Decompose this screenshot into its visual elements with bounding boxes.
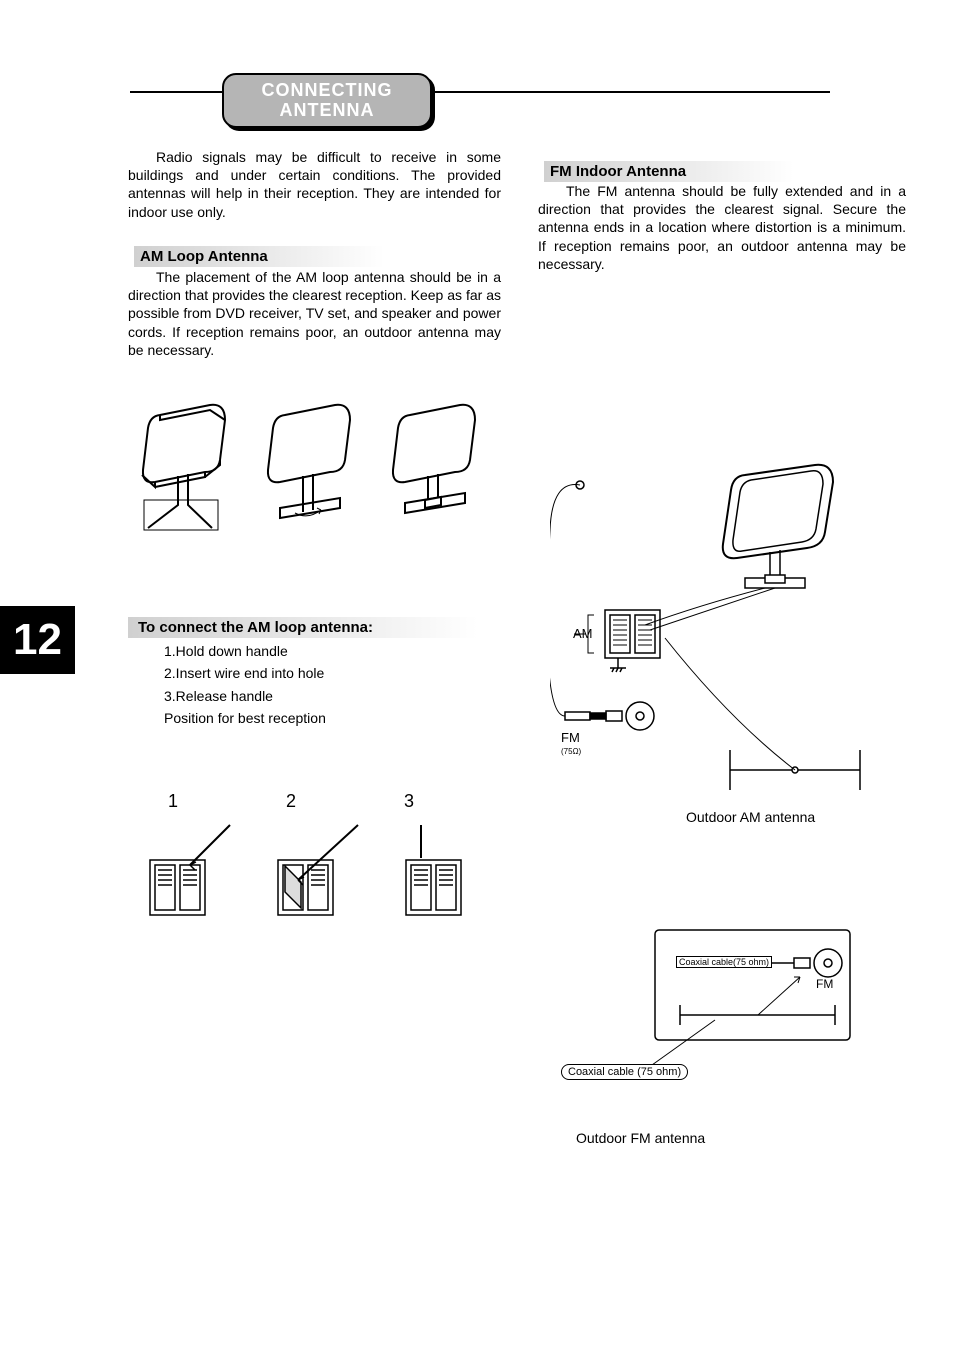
step-2: 2.Insert wire end into hole [164,662,326,684]
am-port-label: AM [573,626,593,641]
step-1: 1.Hold down handle [164,640,326,662]
am-fm-terminal-diagram [550,460,880,800]
step-num-2: 2 [286,791,296,812]
connect-am-heading: To connect the AM loop antenna: [128,617,478,638]
title-line-2: ANTENNA [280,101,375,121]
page-number: 12 [0,606,75,674]
loop-antenna-diagram-1 [130,400,240,535]
outdoor-am-label: Outdoor AM antenna [686,809,815,825]
outdoor-fm-label: Outdoor FM antenna [576,1130,705,1146]
fm-port-label: FM [561,730,580,745]
fm-indoor-heading: FM Indoor Antenna [544,161,794,182]
fm-ohm-label: (75Ω) [561,747,581,756]
page-title-box: CONNECTING ANTENNA [222,73,432,128]
am-loop-body: The placement of the AM loop antenna sho… [128,268,501,359]
step-number-labels: 1 2 3 [168,791,414,812]
coax-label-outer: Coaxial cable (75 ohm) [561,1064,688,1080]
connect-steps: 1.Hold down handle 2.Insert wire end int… [164,640,326,730]
loop-antenna-diagram-2 [255,400,365,535]
am-loop-heading: AM Loop Antenna [134,246,384,267]
loop-antenna-diagram-3 [380,400,490,535]
terminal-step-3 [396,810,506,930]
terminal-step-1 [140,810,250,930]
step-4: Position for best reception [164,707,326,729]
step-3: 3.Release handle [164,685,326,707]
intro-paragraph: Radio signals may be difficult to receiv… [128,148,501,221]
terminal-step-2 [268,810,378,930]
fm-indoor-body: The FM antenna should be fully extended … [538,182,906,273]
title-line-1: CONNECTING [262,81,393,101]
step-num-1: 1 [168,791,178,812]
step-num-3: 3 [404,791,414,812]
coax-label-inner: Coaxial cable(75 ohm) [676,956,772,968]
fm-port-label-2: FM [816,977,833,991]
